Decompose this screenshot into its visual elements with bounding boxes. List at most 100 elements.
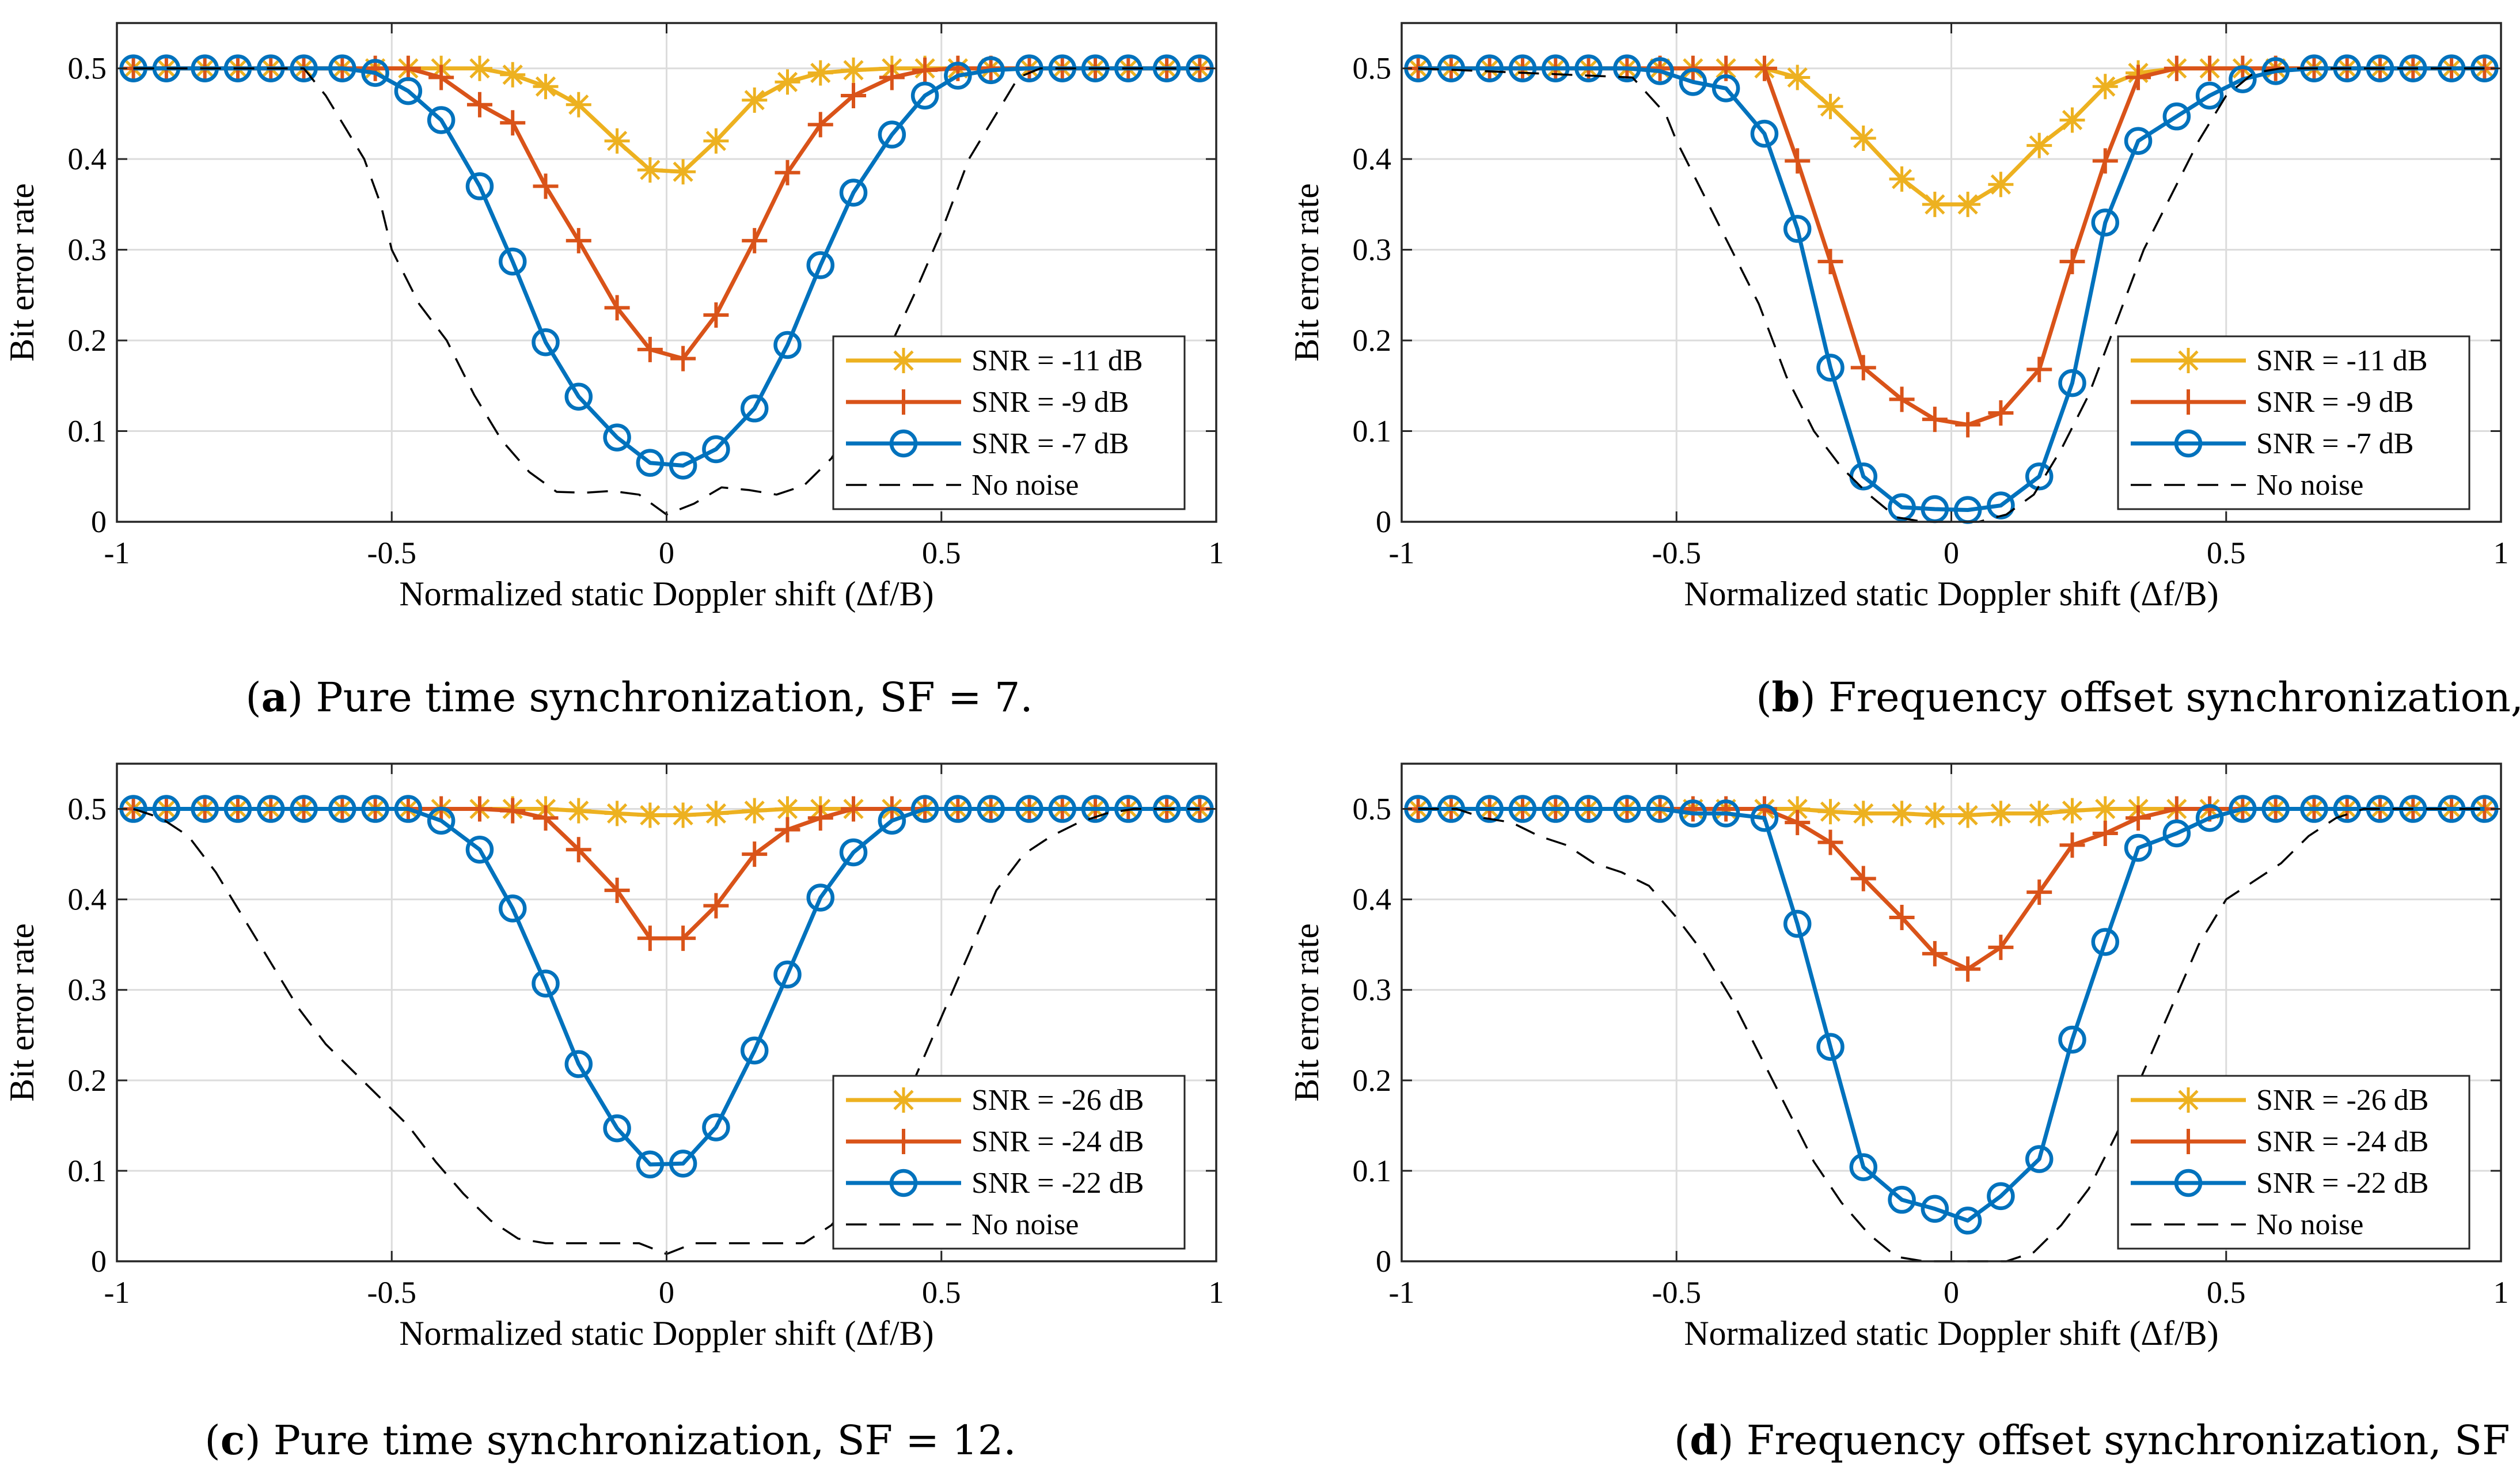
data-point — [1849, 1153, 1878, 1181]
legend-entry-1: SNR = -26 dB — [846, 1084, 1144, 1117]
data-point — [604, 128, 630, 154]
data-point — [604, 295, 630, 321]
legend-label: No noise — [2256, 469, 2363, 502]
x-axis-label: Normalized static Doppler shift (Δf/B) — [399, 1314, 933, 1352]
y-tick-label: 0.5 — [1353, 51, 1392, 86]
data-point — [775, 69, 800, 95]
legend-marker — [2174, 1169, 2203, 1197]
data-point — [1850, 866, 1876, 892]
series-line — [133, 807, 1200, 1167]
data-point — [1613, 54, 1641, 82]
legend-label: SNR = -24 dB — [971, 1125, 1144, 1158]
y-tick-label: 0.4 — [1353, 882, 1392, 917]
series-3 — [1404, 795, 2499, 1235]
data-point — [807, 60, 833, 86]
data-point — [361, 59, 389, 87]
data-point — [564, 1050, 593, 1078]
data-point — [1574, 54, 1603, 82]
data-point — [703, 893, 729, 919]
data-point — [1508, 795, 1537, 823]
data-point — [807, 112, 833, 138]
y-tick-label: 0.1 — [68, 1154, 107, 1188]
legend-label: No noise — [971, 469, 1079, 502]
data-point — [637, 336, 663, 362]
data-point — [498, 894, 527, 923]
data-point — [1750, 119, 1779, 148]
data-point — [742, 227, 768, 253]
data-point — [395, 55, 421, 81]
data-point — [2092, 820, 2118, 846]
legend-box — [832, 1075, 1186, 1250]
legend-label: SNR = -24 dB — [2256, 1125, 2428, 1158]
data-point — [533, 805, 559, 831]
data-point — [740, 394, 769, 423]
data-point — [2058, 369, 2086, 397]
series-line — [1418, 807, 2485, 1223]
data-point — [2091, 928, 2120, 956]
caption-c: (c) Pure time synchronization, SF = 12. — [204, 1416, 1016, 1464]
x-axis-label: Normalized static Doppler shift (Δf/B) — [399, 575, 933, 613]
data-point — [223, 795, 252, 823]
x-tick-label: 0 — [1944, 536, 1959, 570]
caption-close-paren: ) — [1718, 1417, 1733, 1464]
legend-marker — [891, 348, 916, 373]
y-axis-label: Bit error rate — [3, 183, 41, 362]
data-point — [2124, 833, 2153, 862]
data-point — [428, 65, 454, 90]
y-tick-label: 0.1 — [1353, 414, 1392, 449]
y-tick-label: 0.3 — [1353, 233, 1392, 267]
x-tick-label: 1 — [1209, 1275, 1224, 1310]
legend-entry-1: SNR = -26 dB — [2131, 1084, 2428, 1117]
x-tick-label: 0.5 — [2207, 1275, 2246, 1310]
data-point — [2164, 55, 2189, 81]
data-point — [603, 423, 631, 452]
legend-entry-3: SNR = -22 dB — [2131, 1167, 2428, 1200]
legend-entry-2: SNR = -9 dB — [2131, 386, 2413, 419]
data-point — [328, 795, 356, 823]
data-point — [603, 1114, 631, 1143]
legend-entry-2: SNR = -24 dB — [846, 1125, 1144, 1158]
data-point — [1785, 810, 1811, 836]
data-point — [636, 1150, 665, 1179]
data-point — [466, 92, 492, 117]
data-point — [2059, 832, 2085, 858]
legend: SNR = -26 dB SNR = -24 dB SNR = -22 dB No n… — [832, 1075, 1186, 1250]
data-point — [1613, 795, 1641, 823]
y-tick-label: 0 — [1376, 505, 1391, 539]
legend-entry-3: SNR = -7 dB — [846, 427, 1129, 460]
data-point — [806, 251, 835, 279]
caption-close-paren: ) — [287, 674, 303, 721]
x-tick-label: 0 — [659, 1275, 674, 1310]
data-point — [1889, 801, 1915, 826]
series-line — [133, 66, 1200, 468]
x-tick-label: 1 — [2494, 1275, 2509, 1310]
data-point — [1542, 795, 1570, 823]
data-point — [1783, 909, 1812, 938]
chart-panel-2: -1 -0.5 0 0.5 1 0 0.1 0.2 0.3 0.4 0.5 Normalized st… — [1288, 22, 2509, 613]
data-point — [465, 835, 494, 864]
y-tick-label: 0.4 — [68, 142, 107, 176]
legend-label: SNR = -11 dB — [971, 344, 1143, 377]
data-point — [2164, 796, 2189, 822]
x-axis-label: Normalized static Doppler shift (Δf/B) — [1684, 575, 2218, 613]
data-point — [566, 92, 591, 117]
caption-open-paren: ( — [1674, 1417, 1690, 1464]
data-point — [465, 172, 494, 200]
data-point — [775, 160, 800, 185]
data-point — [1889, 905, 1915, 931]
data-point — [1922, 191, 1948, 217]
data-point — [1679, 799, 1707, 828]
data-point — [2195, 81, 2224, 110]
x-tick-label: 1 — [2494, 536, 2509, 570]
y-tick-label: 0.5 — [68, 51, 107, 86]
data-point — [1955, 412, 1981, 438]
data-point — [2126, 65, 2151, 90]
data-point — [1152, 54, 1181, 82]
data-point — [500, 798, 526, 824]
series-line — [133, 67, 1200, 516]
data-point — [2026, 801, 2052, 826]
data-point — [806, 883, 835, 912]
legend-entry-1: SNR = -11 dB — [846, 344, 1143, 377]
y-tick-label: 0.4 — [1353, 142, 1392, 176]
data-point — [2300, 795, 2328, 823]
